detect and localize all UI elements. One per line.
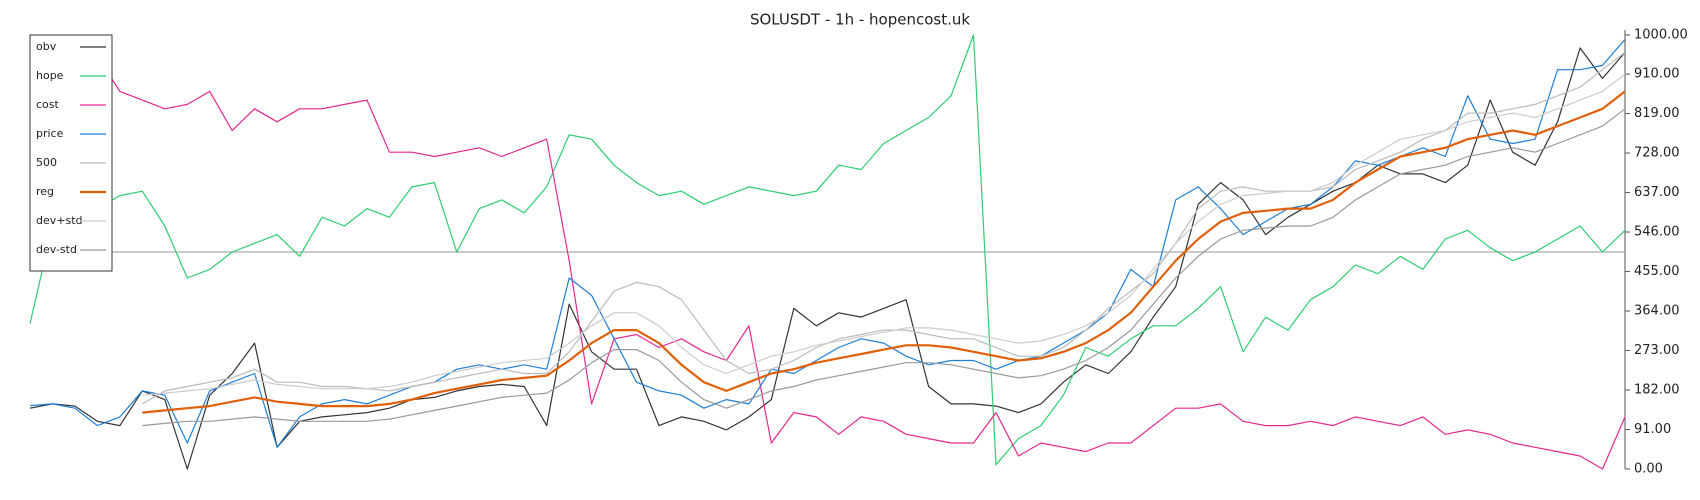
y-tick-label: 364.00 bbox=[1634, 304, 1680, 319]
series-line bbox=[29, 34, 1626, 466]
y-tick-label: 455.00 bbox=[1634, 264, 1680, 279]
series-line bbox=[142, 73, 1626, 396]
series-line bbox=[29, 47, 1626, 470]
legend-label: 500 bbox=[36, 156, 57, 169]
y-tick-label: 91.00 bbox=[1634, 422, 1671, 437]
legend-label: reg bbox=[36, 185, 54, 198]
legend: obv hope cost price 500 reg dev+std dev-std bbox=[29, 34, 113, 272]
y-tick-label: 273.00 bbox=[1634, 343, 1680, 358]
y-tick-label: 728.00 bbox=[1634, 146, 1680, 161]
y-tick-label: 819.00 bbox=[1634, 106, 1680, 121]
series-line bbox=[142, 90, 1626, 414]
chart-title: SOLUSDT - 1h - hopencost.uk bbox=[750, 11, 970, 29]
legend-label: cost bbox=[36, 98, 60, 111]
legend-box bbox=[29, 34, 113, 272]
y-tick-label: 546.00 bbox=[1634, 225, 1680, 240]
legend-label: hope bbox=[36, 69, 64, 82]
y-tick-label: 910.00 bbox=[1634, 67, 1680, 82]
series-line bbox=[29, 38, 1626, 448]
series-line bbox=[30, 51, 1626, 470]
legend-label: price bbox=[36, 127, 64, 140]
legend-label: dev-std bbox=[36, 243, 77, 256]
y-tick-label: 637.00 bbox=[1634, 185, 1680, 200]
series-line bbox=[142, 108, 1626, 427]
legend-label: dev+std bbox=[36, 214, 83, 227]
y-tick-label: 0.00 bbox=[1634, 462, 1663, 477]
y-tick-label: 1000.00 bbox=[1634, 28, 1688, 43]
legend-label: obv bbox=[36, 40, 57, 53]
series-line bbox=[141, 51, 1626, 405]
y-tick-label: 182.00 bbox=[1634, 383, 1680, 398]
